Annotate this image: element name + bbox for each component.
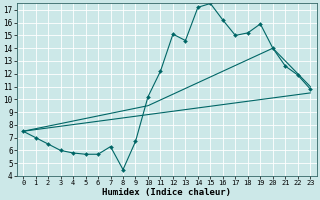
- X-axis label: Humidex (Indice chaleur): Humidex (Indice chaleur): [102, 188, 231, 197]
